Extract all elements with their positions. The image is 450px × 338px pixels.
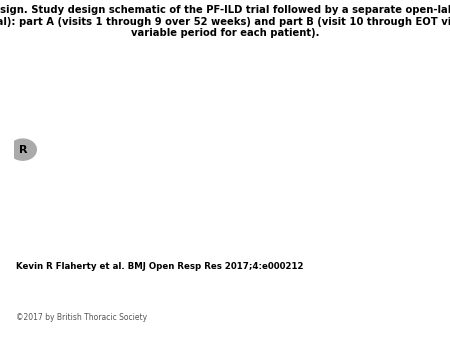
Circle shape [9, 139, 36, 160]
Text: Week 52: Week 52 [180, 198, 227, 208]
Text: EOT: EOT [350, 198, 371, 208]
Text: Nintedanib 150 mg bid: Nintedanib 150 mg bid [84, 116, 172, 125]
Text: Part A: Part A [111, 198, 144, 208]
Text: Placebo: Placebo [113, 174, 143, 183]
Text: Nintedanib
open-label: Nintedanib open-label [377, 135, 415, 148]
Text: Kevin R Flaherty et al. BMJ Open Resp Res 2017;4:e000212: Kevin R Flaherty et al. BMJ Open Resp Re… [16, 262, 303, 271]
Text: Double-blind: Double-blind [171, 82, 242, 92]
Text: R: R [18, 145, 27, 154]
Text: Placebo: Placebo [267, 174, 297, 183]
Text: ©2017 by British Thoracic Society: ©2017 by British Thoracic Society [16, 313, 147, 322]
Text: Nintedanib 150 mg bid: Nintedanib 150 mg bid [238, 116, 326, 125]
Bar [52, 109, 204, 190]
Text: BMJ Open
Respiratory
Research: BMJ Open Respiratory Research [346, 284, 423, 327]
Text: Trial design. Study design schematic of the PF-ILD trial followed by a separate : Trial design. Study design schematic of … [0, 5, 450, 38]
Text: Part B: Part B [266, 198, 299, 208]
